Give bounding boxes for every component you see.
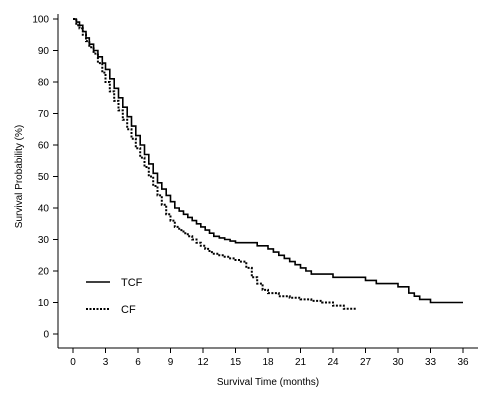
legend-label-cf: CF xyxy=(121,304,136,316)
x-tick-label-24: 24 xyxy=(327,357,339,368)
y-tick-label-80: 80 xyxy=(38,78,50,89)
x-tick-label-21: 21 xyxy=(295,357,307,368)
x-tick-label-12: 12 xyxy=(197,357,209,368)
x-axis-label: Survival Time (months) xyxy=(217,377,319,388)
x-tick-label-33: 33 xyxy=(425,357,437,368)
series-line-tcf xyxy=(73,18,463,304)
y-axis-label: Survival Probability (%) xyxy=(14,125,25,228)
x-tick-label-18: 18 xyxy=(262,357,274,368)
y-tick-label-30: 30 xyxy=(38,235,50,246)
y-tick-label-60: 60 xyxy=(38,141,50,152)
x-tick-label-27: 27 xyxy=(360,357,372,368)
series-group xyxy=(73,18,463,311)
x-tick-label-0: 0 xyxy=(70,357,76,368)
y-tick-label-0: 0 xyxy=(43,330,49,341)
y-tick-label-100: 100 xyxy=(32,15,49,26)
y-tick-label-20: 20 xyxy=(38,267,50,278)
y-tick-label-10: 10 xyxy=(38,298,50,309)
legend: TCF CF xyxy=(86,277,143,316)
y-tick-label-50: 50 xyxy=(38,172,50,183)
series-line-cf xyxy=(73,18,356,311)
x-tick-label-36: 36 xyxy=(457,357,469,368)
y-tick-label-40: 40 xyxy=(38,204,50,215)
y-tick-label-70: 70 xyxy=(38,109,50,120)
x-tick-label-6: 6 xyxy=(135,357,141,368)
x-tick-label-3: 3 xyxy=(103,357,109,368)
y-ticks: 0 10 20 30 40 50 60 70 80 90 100 xyxy=(32,15,58,341)
axes xyxy=(57,14,478,349)
legend-label-tcf: TCF xyxy=(121,277,143,289)
y-tick-label-90: 90 xyxy=(38,46,50,57)
x-tick-label-9: 9 xyxy=(168,357,174,368)
x-tick-label-30: 30 xyxy=(392,357,404,368)
x-tick-label-15: 15 xyxy=(230,357,242,368)
x-ticks: 0 3 6 9 12 15 18 21 24 27 30 33 36 xyxy=(70,348,469,368)
